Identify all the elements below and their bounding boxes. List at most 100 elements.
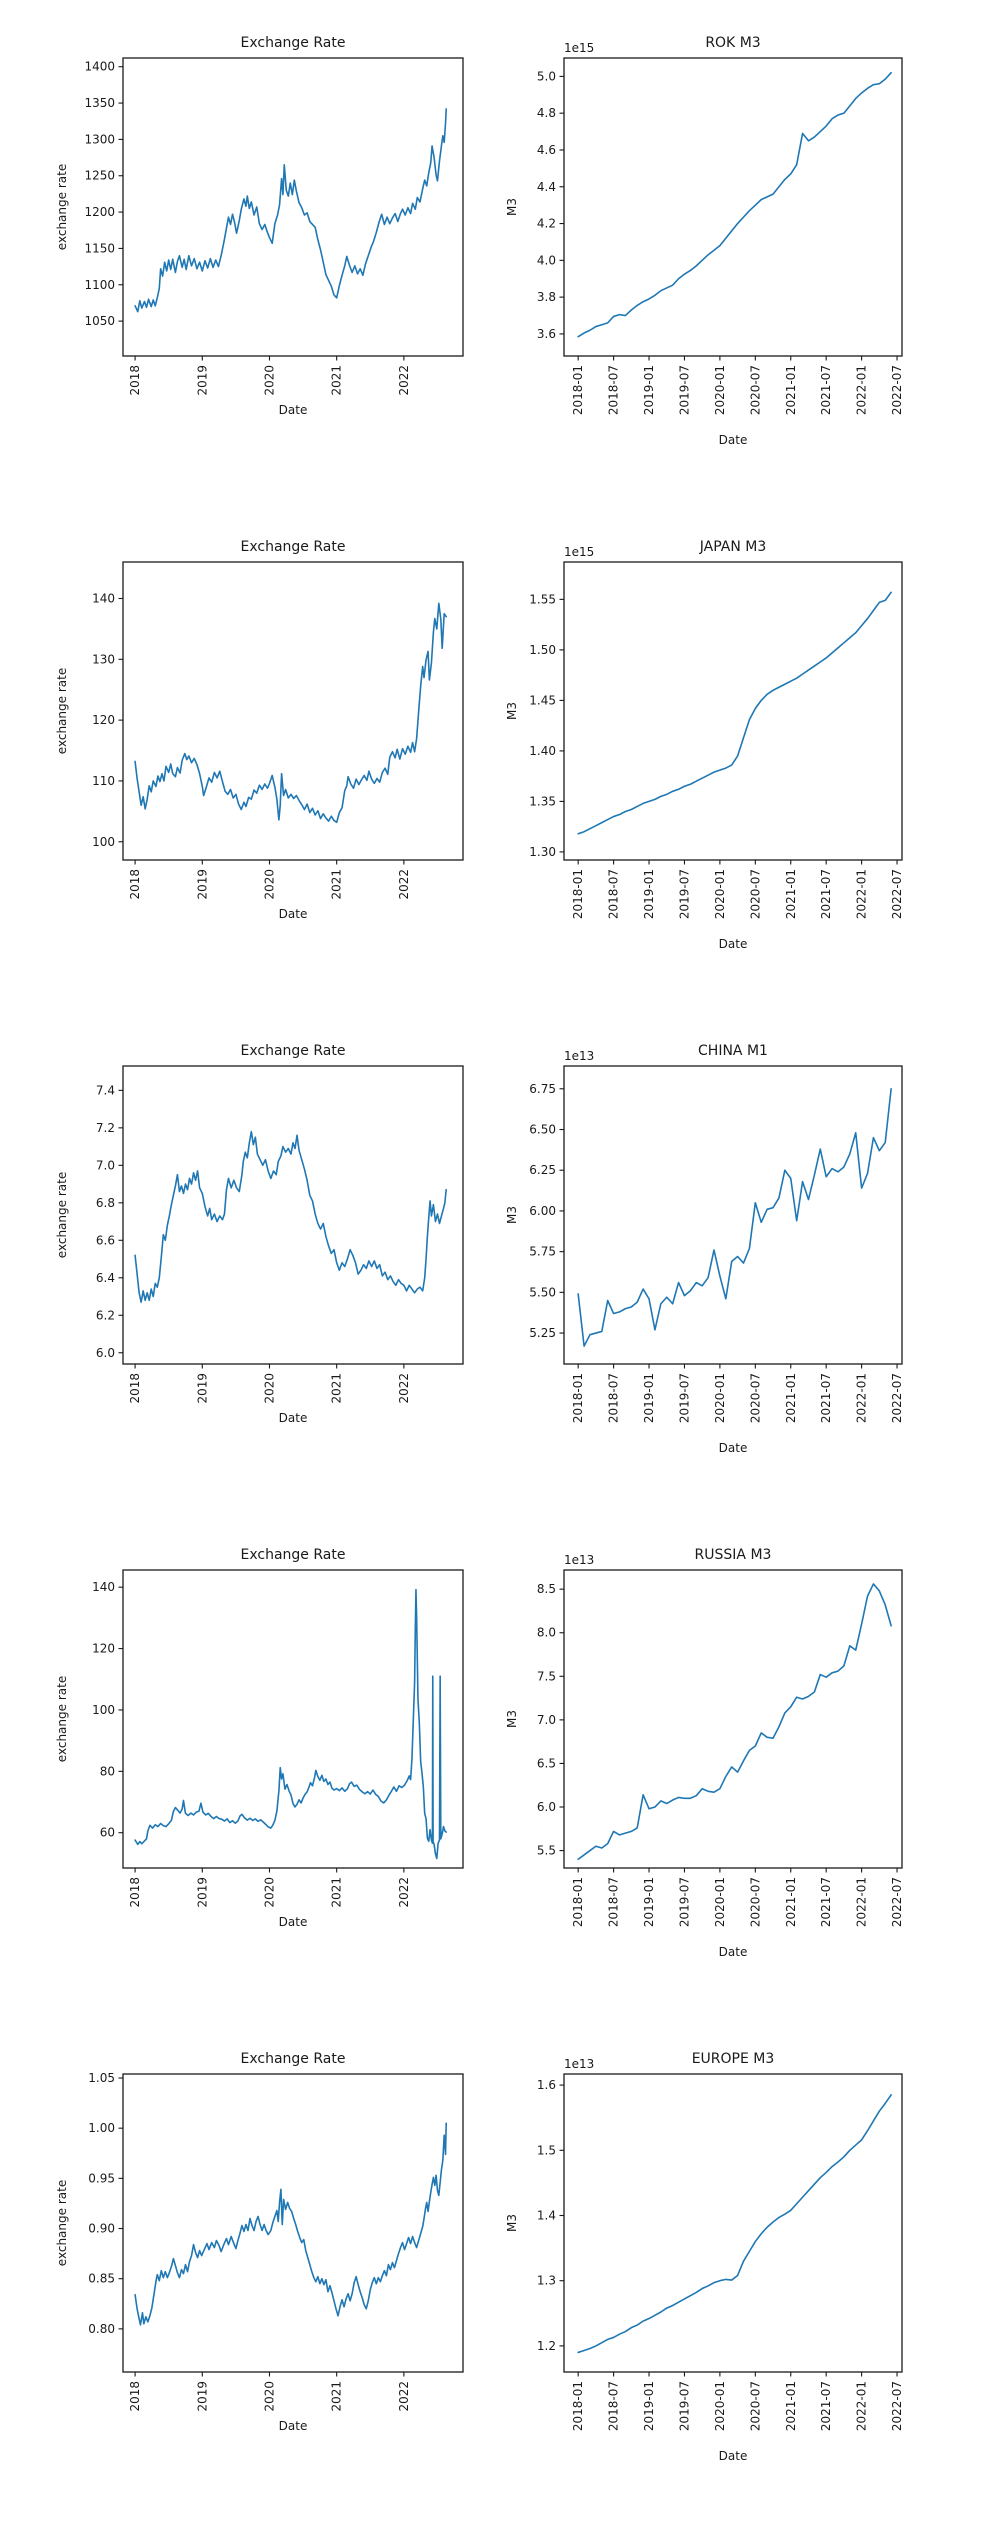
x-axis-label: Date (719, 2449, 748, 2463)
x-tick-label: 2020 (262, 1877, 276, 1908)
x-tick-label: 2018 (128, 365, 142, 396)
x-tick-label: 2021-07 (819, 2381, 833, 2431)
x-axis-label: Date (719, 937, 748, 951)
y-tick-label: 4.4 (537, 180, 556, 194)
y-tick-label: 6.8 (96, 1196, 115, 1210)
x-tick-label: 2020-07 (748, 1877, 762, 1927)
x-tick-label: 2020-01 (713, 1373, 727, 1423)
y-tick-label: 1200 (84, 205, 115, 219)
x-axis-label: Date (719, 433, 748, 447)
x-tick-label: 2022-01 (855, 365, 869, 415)
china-m1-svg: CHINA M1 1e13 5.25 5.50 5.75 6.00 6.25 6.50 6.75… (505, 1043, 904, 1455)
y-tick-label: 6.0 (96, 1346, 115, 1360)
y-axis-label: exchange rate (55, 164, 69, 250)
axis-offset-label: 1e15 (564, 41, 594, 55)
y-tick-label: 1.50 (529, 643, 556, 657)
europe-m3-svg: EUROPE M3 1e13 1.2 1.3 1.4 1.5 1.6 2018-01 2018-… (505, 2051, 904, 2463)
x-axis-label: Date (719, 1945, 748, 1959)
x-tick-label: 2022 (397, 869, 411, 900)
chart-title: Exchange Rate (241, 1043, 346, 1059)
x-tick-label: 2019-07 (677, 1373, 691, 1423)
chart-title: JAPAN M3 (699, 539, 767, 555)
series-line-europe-m3 (577, 2094, 892, 2354)
chart-title: CHINA M1 (698, 1043, 768, 1059)
chart-title: Exchange Rate (241, 539, 346, 555)
x-tick-label: 2021-07 (819, 1373, 833, 1423)
y-tick-label: 6.2 (96, 1308, 115, 1322)
plot-frame (563, 1065, 903, 1365)
x-tick-label: 2022-07 (890, 2381, 904, 2431)
plot-frame (122, 2073, 464, 2373)
x-tick-label: 2020 (262, 869, 276, 900)
y-tick-label: 1350 (84, 96, 115, 110)
plot-frame (563, 2073, 903, 2373)
y-axis-label: M3 (505, 1710, 519, 1728)
y-tick-label: 1.4 (537, 2209, 556, 2223)
x-tick-label: 2019-01 (642, 365, 656, 415)
x-tick-label: 2019-07 (677, 2381, 691, 2431)
y-tick-label: 5.5 (537, 1844, 556, 1858)
y-tick-label: 7.0 (537, 1713, 556, 1727)
x-tick-label: 2020-07 (748, 869, 762, 919)
x-tick-label: 2022 (397, 1373, 411, 1404)
plot-frame (122, 1569, 464, 1869)
x-tick-label: 2020-07 (748, 1373, 762, 1423)
y-tick-label: 7.0 (96, 1158, 115, 1172)
y-tick-label: 6.6 (96, 1233, 115, 1247)
chart-exchange-rate-krw: Exchange Rate 1050 1100 1150 1200 1250 1300 135… (0, 0, 500, 504)
x-tick-label: 2018-01 (571, 2381, 585, 2431)
y-tick-label: 4.8 (537, 106, 556, 120)
series-line-exchange-rate-jpy (134, 602, 448, 824)
x-tick-label: 2022-01 (855, 2381, 869, 2431)
x-tick-label: 2022-01 (855, 869, 869, 919)
chart-exchange-rate-eur: Exchange Rate 0.80 0.85 0.90 0.95 1.00 1.05 201… (0, 2016, 500, 2520)
x-tick-label: 2022-07 (890, 1373, 904, 1423)
x-tick-label: 2018-07 (607, 1373, 621, 1423)
y-tick-label: 6.50 (529, 1123, 556, 1137)
x-tick-label: 2021 (330, 869, 344, 900)
y-axis-label: M3 (505, 1206, 519, 1224)
chart-title: Exchange Rate (241, 2051, 346, 2067)
axis-offset-label: 1e13 (564, 2057, 594, 2071)
y-axis-label: exchange rate (55, 1676, 69, 1762)
x-tick-label: 2022 (397, 1877, 411, 1908)
y-tick-label: 60 (100, 1826, 115, 1840)
y-tick-label: 1.00 (88, 2121, 115, 2135)
y-tick-label: 7.5 (537, 1669, 556, 1683)
plot-frame (122, 1065, 464, 1365)
y-tick-label: 6.4 (96, 1271, 115, 1285)
y-axis-label: M3 (505, 198, 519, 216)
y-tick-label: 1.35 (529, 794, 556, 808)
x-axis-label: Date (279, 907, 308, 921)
x-tick-label: 2019-01 (642, 1877, 656, 1927)
y-tick-label: 1.40 (529, 744, 556, 758)
x-tick-label: 2019 (195, 365, 209, 396)
y-tick-label: 0.80 (88, 2322, 115, 2336)
y-tick-label: 6.75 (529, 1082, 556, 1096)
y-tick-label: 0.85 (88, 2272, 115, 2286)
x-tick-label: 2020 (262, 1373, 276, 1404)
x-tick-label: 2020 (262, 2381, 276, 2412)
axis-offset-label: 1e15 (564, 545, 594, 559)
y-tick-label: 7.2 (96, 1121, 115, 1135)
rok-m3-svg: ROK M3 1e15 3.6 3.8 4.0 4.2 4.4 4.6 4.8 5.0 2018-0… (505, 35, 904, 447)
x-tick-label: 2021 (330, 1373, 344, 1404)
x-axis-label: Date (279, 403, 308, 417)
chart-title: Exchange Rate (241, 35, 346, 51)
chart-europe-m3: EUROPE M3 1e13 1.2 1.3 1.4 1.5 1.6 2018-01 2018-… (500, 2016, 1000, 2520)
plot-frame (122, 57, 464, 357)
y-tick-label: 1.3 (537, 2274, 556, 2288)
chart-china-m1: CHINA M1 1e13 5.25 5.50 5.75 6.00 6.25 6.50 6.75… (500, 1008, 1000, 1512)
y-axis-label: exchange rate (55, 2180, 69, 2266)
y-tick-label: 1100 (84, 278, 115, 292)
x-tick-label: 2020-07 (748, 365, 762, 415)
x-tick-label: 2021-07 (819, 1877, 833, 1927)
y-tick-label: 1.6 (537, 2078, 556, 2092)
chart-russia-m3: RUSSIA M3 1e13 5.5 6.0 6.5 7.0 7.5 8.0 8.5 2018-0… (500, 1512, 1000, 2016)
series-line-china-m1 (577, 1088, 892, 1347)
exchange-rate-krw-svg: Exchange Rate 1050 1100 1150 1200 1250 1300 135… (55, 35, 464, 417)
y-axis-label: exchange rate (55, 668, 69, 754)
x-tick-label: 2018 (128, 1373, 142, 1404)
y-tick-label: 100 (92, 1703, 115, 1717)
y-axis-label: M3 (505, 702, 519, 720)
